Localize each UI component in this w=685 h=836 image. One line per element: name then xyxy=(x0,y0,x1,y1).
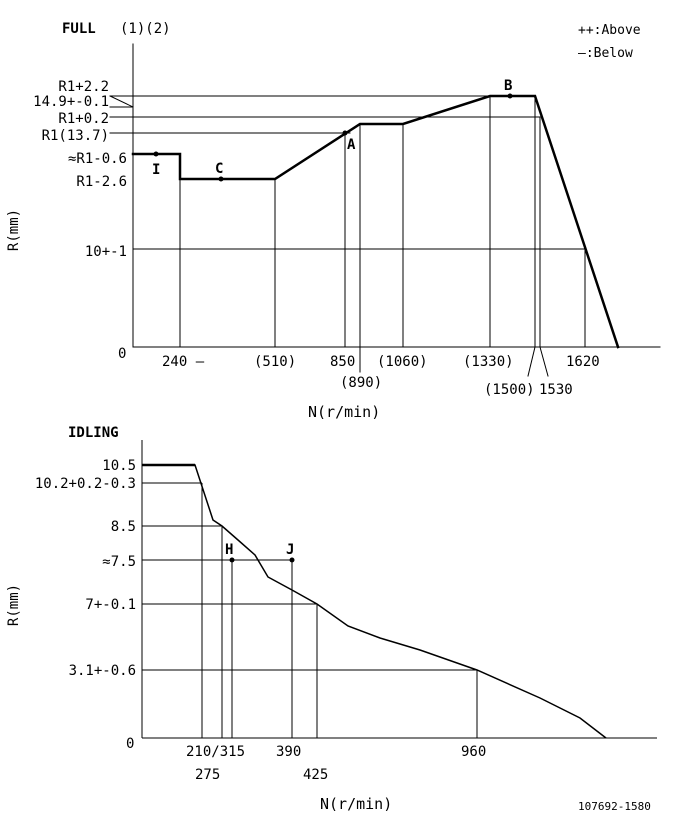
drawing-number: 107692-1580 xyxy=(578,800,651,813)
idling-y-tick-labels: 10.5 10.2+0.2-0.3 8.5 ≈7.5 7+-0.1 3.1+-0… xyxy=(35,458,136,679)
idling-chart: IDLING H J 10.5 10.2+0.2-0. xyxy=(6,425,657,813)
idling-x-tick: 275 xyxy=(195,767,220,783)
full-x-tick: 240 — xyxy=(162,354,205,370)
idling-y-axis-label: R(mm) xyxy=(6,584,22,626)
full-x-tick: (510) xyxy=(254,354,296,370)
full-point-c: C xyxy=(215,161,223,177)
full-title: FULL xyxy=(62,21,96,37)
full-point-b-marker xyxy=(507,93,513,99)
full-y-tick: R1(13.7) xyxy=(42,128,109,144)
idling-origin: 0 xyxy=(126,736,134,752)
full-y-axis-label: R(mm) xyxy=(6,209,22,251)
idling-point-j-marker xyxy=(289,557,295,563)
full-x-tick: 1530 xyxy=(539,382,573,398)
full-x-tick-labels: 240 — (510) 850 (890) (1060) (1330) (150… xyxy=(162,354,600,398)
full-x-tick: (1500) xyxy=(484,382,535,398)
idling-y-tick: 8.5 xyxy=(111,519,136,535)
idling-point-h: H xyxy=(225,542,233,558)
idling-curve xyxy=(142,464,607,739)
idling-x-tick: 960 xyxy=(461,744,486,760)
legend-above: ++:Above xyxy=(578,23,641,38)
full-y-tick: ≈R1-0.6 xyxy=(68,151,127,167)
idling-h-guides xyxy=(142,482,477,671)
full-point-i: I xyxy=(152,162,160,178)
full-leader-lines xyxy=(109,95,134,118)
full-h-guides xyxy=(109,95,586,250)
full-y-tick: 14.9+-0.1 xyxy=(33,94,109,110)
full-subtitle: (1)(2) xyxy=(120,21,171,37)
idling-title: IDLING xyxy=(68,425,119,441)
idling-y-tick: 7+-0.1 xyxy=(85,597,136,613)
idling-y-tick: 10.5 xyxy=(102,458,136,474)
idling-x-tick-labels: 210/315 275 390 425 960 xyxy=(186,744,486,783)
full-x-tick: 850 xyxy=(330,354,355,370)
idling-y-tick: 3.1+-0.6 xyxy=(69,663,136,679)
idling-y-tick: ≈7.5 xyxy=(102,554,136,570)
full-v-guides xyxy=(179,95,586,348)
full-y-tick: R1+0.2 xyxy=(58,111,109,127)
idling-x-tick: 425 xyxy=(303,767,328,783)
idling-point-h-marker xyxy=(229,557,235,563)
full-point-a-marker xyxy=(342,130,348,136)
full-point-a: A xyxy=(347,137,356,153)
idling-v-guides xyxy=(201,483,478,738)
full-y-tick: 10+-1 xyxy=(85,244,127,260)
idling-y-tick: 10.2+0.2-0.3 xyxy=(35,476,136,492)
full-point-c-marker xyxy=(218,176,224,182)
idling-point-j: J xyxy=(286,542,294,558)
legend-below: —:Below xyxy=(578,46,633,61)
full-x-tick-leaders xyxy=(359,346,549,377)
idling-x-tick: 210/315 xyxy=(186,744,245,760)
full-x-tick: 1620 xyxy=(566,354,600,370)
full-x-tick: (890) xyxy=(340,375,382,391)
idling-x-tick: 390 xyxy=(276,744,301,760)
full-chart: FULL (1)(2) ++:Above —:Below xyxy=(6,21,661,421)
idling-x-axis-label: N(r/min) xyxy=(320,795,392,813)
full-y-tick: R1+2.2 xyxy=(58,79,109,95)
full-x-axis-label: N(r/min) xyxy=(308,403,380,421)
full-x-tick: (1330) xyxy=(463,354,514,370)
full-x-tick: (1060) xyxy=(377,354,428,370)
full-origin: 0 xyxy=(118,346,126,362)
full-point-b: B xyxy=(504,78,512,94)
full-point-i-marker xyxy=(153,151,159,157)
full-y-tick: R1-2.6 xyxy=(76,174,127,190)
full-y-tick-labels: R1+2.2 14.9+-0.1 R1+0.2 R1(13.7) ≈R1-0.6… xyxy=(33,79,127,260)
full-curve xyxy=(131,94,620,349)
